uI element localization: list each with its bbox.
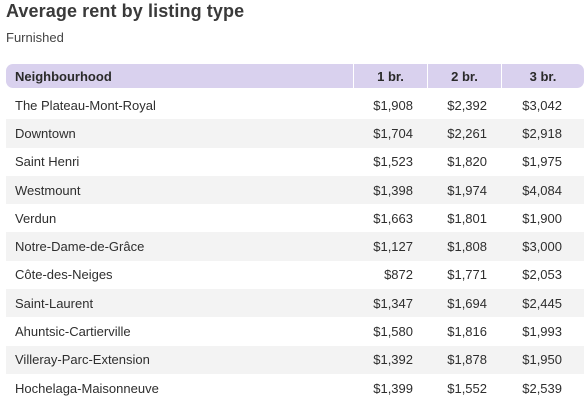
cell-neighbourhood: Ahuntsic-Cartierville	[15, 324, 131, 340]
column-header-neighbourhood: Neighbourhood	[15, 68, 112, 84]
cell-1br: $1,704	[373, 125, 413, 141]
cell-3br: $2,539	[522, 380, 562, 396]
cell-3br: $4,084	[522, 182, 562, 198]
table-row: Hochelaga-Maisonneuve $1,399 $1,552 $2,539	[6, 374, 584, 401]
cell-1br: $1,399	[373, 380, 413, 396]
column-header-3br: 3 br.	[501, 64, 584, 88]
cell-2br: $1,771	[447, 267, 487, 283]
table-row: Verdun $1,663 $1,801 $1,900	[6, 204, 584, 232]
cell-1br: $1,347	[373, 295, 413, 311]
cell-3br: $2,445	[522, 295, 562, 311]
cell-neighbourhood: The Plateau-Mont-Royal	[15, 97, 156, 113]
cell-1br: $1,663	[373, 210, 413, 226]
cell-2br: $1,808	[447, 239, 487, 255]
cell-3br: $3,000	[522, 239, 562, 255]
cell-3br: $2,918	[522, 125, 562, 141]
column-header-1br: 1 br.	[353, 64, 427, 88]
table-row: Saint Henri $1,523 $1,820 $1,975	[6, 148, 584, 176]
cell-neighbourhood: Saint Henri	[15, 154, 80, 170]
column-header-2br: 2 br.	[427, 64, 501, 88]
cell-neighbourhood: Downtown	[15, 125, 76, 141]
table-row: Côte-des-Neiges $872 $1,771 $2,053	[6, 261, 584, 289]
cell-neighbourhood: Notre-Dame-de-Grâce	[15, 239, 145, 255]
cell-3br: $1,993	[522, 324, 562, 340]
table-body: The Plateau-Mont-Royal $1,908 $2,392 $3,042…	[6, 91, 584, 401]
table-row: Villeray-Parc-Extension $1,392 $1,878 $1,95…	[6, 345, 584, 374]
cell-neighbourhood: Verdun	[15, 210, 57, 226]
table-header-row: Neighbourhood 1 br. 2 br. 3 br.	[6, 64, 584, 88]
cell-neighbourhood: Côte-des-Neiges	[15, 267, 113, 283]
cell-neighbourhood: Hochelaga-Maisonneuve	[15, 380, 159, 396]
table-row: Notre-Dame-de-Grâce $1,127 $1,808 $3,000	[6, 232, 584, 261]
cell-2br: $1,816	[447, 324, 487, 340]
cell-1br: $1,523	[373, 154, 413, 170]
cell-3br: $1,900	[522, 210, 562, 226]
table-row: Downtown $1,704 $2,261 $2,918	[6, 119, 584, 148]
cell-2br: $2,392	[447, 97, 487, 113]
cell-3br: $1,975	[522, 154, 562, 170]
cell-3br: $2,053	[522, 267, 562, 283]
page-subtitle: Furnished	[6, 30, 64, 45]
rent-table: Neighbourhood 1 br. 2 br. 3 br. The Plat…	[6, 64, 584, 401]
cell-1br: $1,392	[373, 352, 413, 368]
cell-3br: $3,042	[522, 97, 562, 113]
cell-2br: $2,261	[447, 125, 487, 141]
cell-neighbourhood: Villeray-Parc-Extension	[15, 352, 150, 368]
cell-2br: $1,878	[447, 352, 487, 368]
cell-2br: $1,552	[447, 380, 487, 396]
page-title: Average rent by listing type	[6, 1, 245, 21]
cell-neighbourhood: Westmount	[15, 182, 81, 198]
table-row: Westmount $1,398 $1,974 $4,084	[6, 175, 584, 205]
cell-1br: $1,398	[373, 182, 413, 198]
cell-3br: $1,950	[522, 352, 562, 368]
cell-1br: $872	[384, 267, 413, 283]
cell-1br: $1,580	[373, 324, 413, 340]
cell-2br: $1,820	[447, 154, 487, 170]
table-row: Saint-Laurent $1,347 $1,694 $2,445	[6, 289, 584, 318]
cell-2br: $1,801	[447, 210, 487, 226]
cell-1br: $1,908	[373, 97, 413, 113]
cell-2br: $1,694	[447, 295, 487, 311]
cell-neighbourhood: Saint-Laurent	[15, 295, 94, 311]
cell-2br: $1,974	[447, 182, 487, 198]
cell-1br: $1,127	[373, 239, 413, 255]
table-row: Ahuntsic-Cartierville $1,580 $1,816 $1,993	[6, 317, 584, 345]
table-row: The Plateau-Mont-Royal $1,908 $2,392 $3,042	[6, 91, 584, 119]
